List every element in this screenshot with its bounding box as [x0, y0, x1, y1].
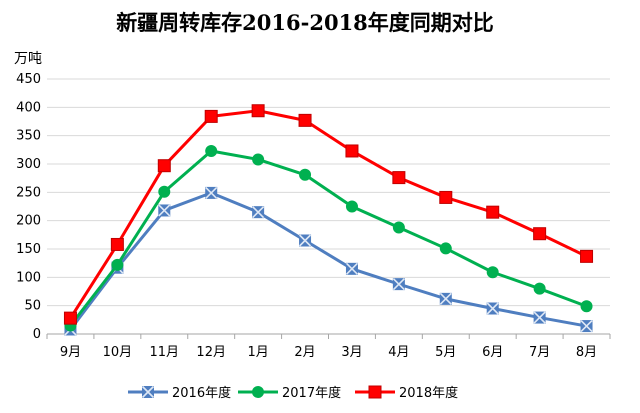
data-point: [158, 185, 171, 198]
data-point-cross: [298, 234, 312, 247]
data-point: [204, 109, 218, 123]
x-tick-label: 3月: [341, 345, 362, 360]
data-point: [111, 258, 124, 271]
y-tick-label: 250: [16, 185, 41, 200]
data-point: [298, 234, 312, 247]
y-tick-label: 450: [16, 72, 41, 87]
data-point: [252, 386, 264, 398]
data-point: [486, 302, 499, 315]
series-line: [69, 109, 588, 319]
data-point: [439, 190, 453, 204]
data-point: [392, 171, 406, 185]
data-point: [392, 278, 405, 291]
data-point: [345, 200, 358, 213]
data-point: [205, 144, 218, 157]
data-point-cross: [439, 292, 452, 305]
data-point: [252, 153, 265, 166]
data-point: [533, 311, 546, 324]
y-tick-label: 50: [24, 299, 41, 314]
legend-item: 2018年度: [355, 385, 458, 401]
legend-label: 2017年度: [282, 385, 341, 401]
data-point: [439, 292, 452, 305]
legend-label: 2016年度: [172, 385, 231, 401]
data-point: [205, 186, 218, 199]
data-point: [580, 249, 594, 263]
data-point: [252, 206, 265, 219]
data-point-cross: [141, 385, 155, 399]
data-point: [486, 205, 500, 219]
series-2018年度: [63, 104, 594, 325]
series-2016年度: [64, 186, 593, 336]
chart-title: 新疆周转库存2016-2018年度同期对比: [116, 10, 494, 35]
legend-item: 2017年度: [238, 385, 341, 401]
series-group: [63, 104, 594, 336]
data-point: [392, 221, 405, 234]
x-tick-label: 8月: [576, 345, 597, 360]
data-point-cross: [533, 311, 546, 324]
y-tick-label: 100: [16, 270, 41, 285]
data-point-cross: [392, 278, 405, 291]
x-tick-label: 9月: [60, 345, 81, 360]
data-point-cross: [486, 302, 499, 315]
data-point: [158, 204, 171, 217]
data-point: [345, 144, 359, 158]
data-point: [345, 262, 359, 275]
series-2017年度: [64, 144, 593, 332]
data-point: [368, 385, 382, 399]
data-point: [299, 168, 312, 181]
data-point-cross: [252, 206, 265, 219]
series-line: [69, 149, 588, 327]
y-tick-label: 200: [16, 214, 41, 229]
x-tick-label: 5月: [435, 345, 456, 360]
data-point: [141, 385, 155, 399]
data-point: [110, 237, 124, 251]
data-point: [298, 113, 312, 127]
data-point-cross: [345, 262, 359, 275]
data-point: [580, 300, 593, 313]
x-tick-label: 11月: [150, 345, 180, 360]
data-point-cross: [580, 320, 593, 333]
data-point: [533, 282, 546, 295]
y-tick-label: 0: [33, 327, 41, 342]
series-line: [69, 191, 587, 331]
x-tick-label: 7月: [529, 345, 550, 360]
legend: 2016年度 2017年度 2018年度: [128, 385, 458, 401]
data-point: [251, 104, 265, 118]
data-point: [533, 227, 547, 241]
x-tick-label: 6月: [482, 345, 503, 360]
x-tick-label: 4月: [388, 345, 409, 360]
data-point: [580, 320, 593, 333]
legend-label: 2018年度: [399, 385, 458, 401]
x-tick-label: 1月: [247, 345, 268, 360]
y-axis-unit-label: 万吨: [14, 51, 42, 67]
x-tick-label: 12月: [196, 345, 226, 360]
legend-item: 2016年度: [128, 385, 231, 401]
y-tick-label: 300: [16, 157, 41, 172]
axes: 0 50 100 150 200 250 300 350 400 450 9月 10月 11月 12月 1月…: [16, 72, 611, 360]
data-point-cross: [205, 186, 218, 199]
data-point: [157, 159, 171, 173]
x-tick-label: 2月: [294, 345, 315, 360]
x-tick-label: 10月: [103, 345, 133, 360]
y-tick-label: 400: [16, 100, 41, 115]
data-point: [439, 242, 452, 255]
data-point: [486, 266, 499, 279]
data-point-cross: [158, 204, 171, 217]
y-tick-label: 150: [16, 242, 41, 257]
data-point: [63, 311, 77, 325]
y-tick-label: 350: [16, 129, 41, 144]
